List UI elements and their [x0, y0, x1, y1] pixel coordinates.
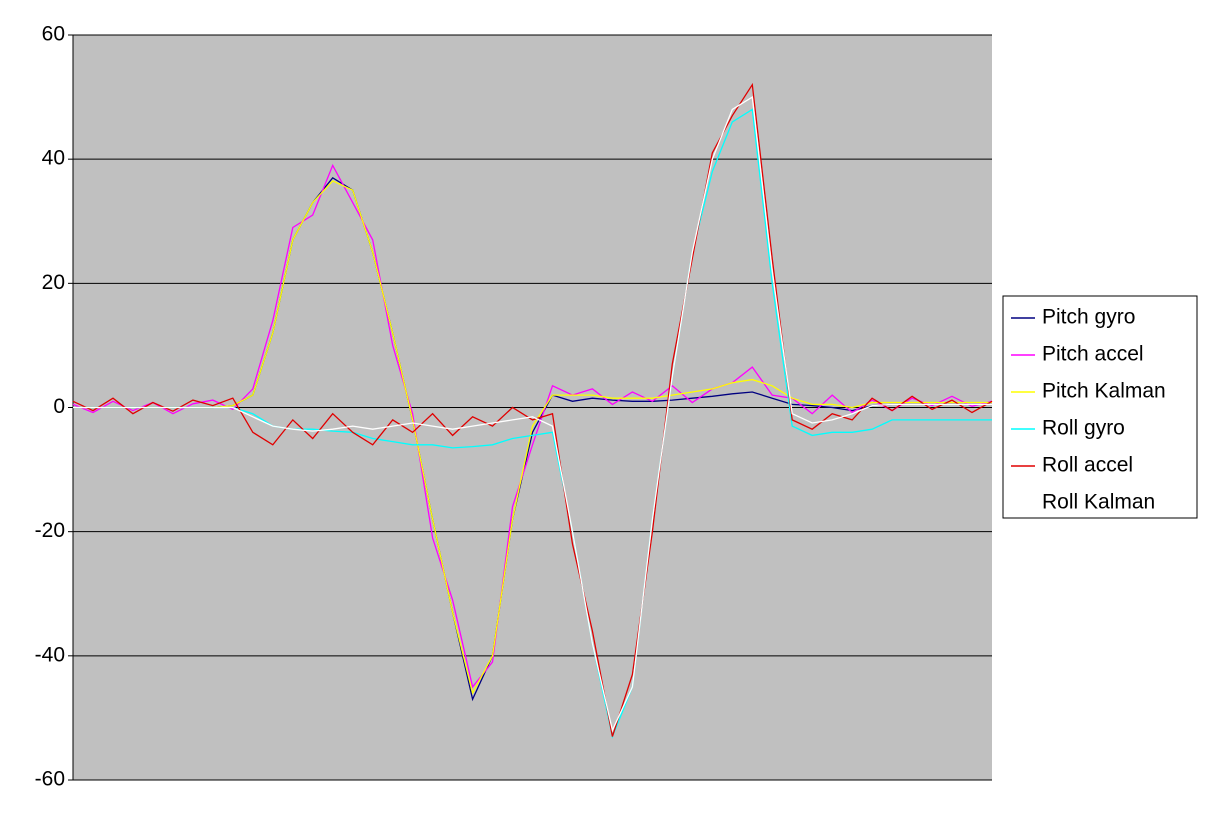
legend-label: Pitch accel — [1042, 343, 1144, 366]
y-tick-label: 40 — [42, 147, 65, 170]
legend-box — [1002, 295, 1198, 519]
legend-label: Roll accel — [1042, 454, 1133, 477]
legend-label: Pitch Kalman — [1042, 380, 1166, 403]
series-line — [72, 82, 993, 737]
y-tick-label: 60 — [42, 23, 65, 46]
y-tick-label: -40 — [35, 643, 65, 666]
y-tick-label: -20 — [35, 519, 65, 542]
legend-label: Roll gyro — [1042, 417, 1125, 440]
series-line — [73, 180, 992, 695]
y-tick-label: 0 — [53, 395, 65, 418]
y-tick-label: 20 — [42, 271, 65, 294]
legend-label: Roll Kalman — [1042, 491, 1155, 514]
legend-label: Pitch gyro — [1042, 306, 1135, 329]
series-line — [73, 96, 992, 733]
y-tick-label: -60 — [35, 768, 65, 791]
